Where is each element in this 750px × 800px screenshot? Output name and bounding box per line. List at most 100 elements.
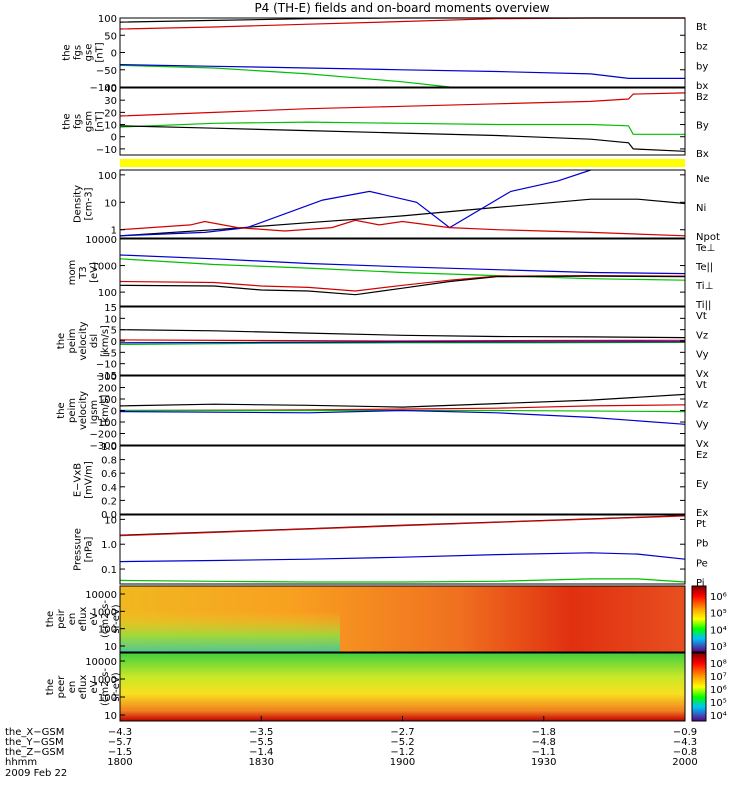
series-line-density-0 bbox=[119, 198, 686, 237]
y-axis-label-line: eflux bbox=[78, 607, 89, 632]
y-axis-label-peer-en-eflux: the peer en eflux eV (cm2-s-sr-eV) bbox=[45, 668, 122, 706]
legend-entry-peim-velocity-gsm: Vt bbox=[696, 380, 707, 391]
y-axis-label-line: the bbox=[56, 333, 67, 349]
y-axis-label-line: the bbox=[45, 611, 56, 627]
y-axis-label-fgs-gsm: the fgs gsm [nT] bbox=[62, 111, 106, 132]
y-axis-label-line: sr-eV) bbox=[111, 672, 122, 701]
y-axis-label-line: sr-eV) bbox=[111, 604, 122, 633]
y-axis-label-line: mom bbox=[67, 260, 78, 286]
legend-entry-density: Ni bbox=[696, 203, 706, 214]
y-tick-label-peer-en-eflux: 100 bbox=[98, 693, 117, 704]
x-tick-label: −5.7 bbox=[108, 737, 132, 748]
series-line-fgs-gsm-2 bbox=[119, 125, 686, 152]
y-tick-label-peir-en-eflux: 10000 bbox=[85, 590, 117, 601]
legend-entry-pressure: Pb bbox=[696, 539, 708, 550]
legend-entry-fgs-gsm: Bx bbox=[696, 149, 709, 160]
y-tick-label-pressure: 1.0 bbox=[101, 540, 117, 551]
x-tick-label: −2.7 bbox=[390, 727, 414, 738]
x-axis-date: 2009 Feb 22 bbox=[5, 768, 67, 779]
y-axis-label-line: [nPa] bbox=[84, 536, 95, 562]
spectrogram-low-energy-peir-en-eflux bbox=[120, 611, 340, 652]
y-axis-label-line: E−VxB bbox=[73, 463, 84, 497]
y-tick-label-peer-en-eflux: 10 bbox=[104, 711, 117, 722]
y-tick-label-peim-velocity-dsl: 0 bbox=[111, 337, 117, 348]
y-tick-label-fgs-gsm: 30 bbox=[104, 96, 117, 107]
y-axis-label-line: Density bbox=[73, 185, 84, 223]
y-axis-label-line: the bbox=[56, 402, 67, 418]
y-tick-label-fgs-gse: 0 bbox=[111, 49, 117, 60]
legend-entry-density: Ne bbox=[696, 174, 710, 185]
legend-entry-temperature: Te⊥ bbox=[695, 243, 715, 254]
series-line-peim-velocity-gsm-0 bbox=[119, 393, 686, 408]
series-line-peim-velocity-gsm-3 bbox=[119, 409, 686, 425]
x-tick-label: −4.3 bbox=[108, 727, 132, 738]
y-axis-label-line: gse bbox=[84, 44, 95, 62]
series-line-fgs-gsm-0 bbox=[119, 92, 686, 117]
y-axis-label-line: peer bbox=[56, 675, 67, 699]
y-tick-label-peim-velocity-dsl: 10 bbox=[104, 314, 117, 325]
y-tick-label-fgs-gsm: 20 bbox=[104, 108, 117, 119]
y-tick-label-peim-velocity-gsm: −300 bbox=[90, 441, 117, 452]
y-axis-label-line: peim bbox=[67, 328, 78, 353]
series-line-fgs-gse-3 bbox=[119, 64, 685, 80]
y-axis-label-line: eflux bbox=[78, 675, 89, 700]
colorbar-label-peir-en-eflux: 10⁴ bbox=[710, 625, 727, 636]
y-tick-label-peim-velocity-dsl: −10 bbox=[96, 360, 117, 371]
legend-entry-efield: Ey bbox=[696, 479, 708, 490]
y-tick-label-density: 100 bbox=[98, 171, 117, 182]
x-tick-label: −1.1 bbox=[532, 747, 556, 758]
series-line-pressure-3 bbox=[119, 578, 686, 583]
y-tick-label-peim-velocity-gsm: 0 bbox=[111, 407, 117, 418]
legend-entry-fgs-gsm: Bz bbox=[696, 92, 708, 103]
y-axis-label-line: Pressure bbox=[73, 528, 84, 571]
spectrogram-frame-peir-en-eflux bbox=[119, 585, 686, 653]
series-line-fgs-gse-2 bbox=[119, 64, 450, 88]
y-axis-label-peim-velocity-gsm: the peim velocity gsm [km/s] bbox=[56, 391, 111, 430]
colorbar-label-peer-en-eflux: 10⁸ bbox=[710, 659, 727, 670]
y-axis-label-line: the bbox=[62, 113, 73, 129]
y-axis-label-line: [cm-3] bbox=[84, 187, 95, 220]
panel-frame-density bbox=[119, 169, 686, 239]
y-tick-label-peim-velocity-gsm: 200 bbox=[98, 384, 117, 395]
y-axis-label-line: velocity bbox=[78, 391, 89, 430]
y-axis-label-line: en bbox=[67, 681, 78, 694]
y-axis-label-line: [eV] bbox=[89, 262, 100, 283]
legend-entry-efield: Ez bbox=[696, 450, 708, 461]
y-axis-label-line: fgs bbox=[73, 45, 84, 60]
legend-entry-temperature: Ti⊥ bbox=[695, 281, 713, 292]
y-tick-label-efield: 0.2 bbox=[101, 496, 117, 507]
x-tick-label: 1930 bbox=[531, 757, 556, 768]
y-axis-label-temperature: mom T3 [eV] bbox=[67, 260, 100, 286]
y-axis-label-line: eV bbox=[89, 612, 100, 625]
y-tick-label-peim-velocity-gsm: −100 bbox=[90, 418, 117, 429]
series-line-temperature-1 bbox=[119, 258, 686, 281]
y-tick-label-peer-en-eflux: 10000 bbox=[85, 657, 117, 668]
series-line-temperature-0 bbox=[119, 254, 686, 275]
y-tick-label-fgs-gsm: 40 bbox=[104, 84, 117, 95]
series-line-density-2 bbox=[119, 219, 686, 237]
panel-frame-pressure bbox=[119, 514, 686, 585]
y-axis-label-pressure: Pressure [nPa] bbox=[73, 528, 95, 571]
y-axis-label-line: peir bbox=[56, 608, 67, 628]
series-line-fgs-gsm-1 bbox=[119, 121, 685, 135]
y-axis-label-peir-en-eflux: the peir en eflux eV (cm2-s-sr-eV) bbox=[45, 600, 122, 638]
colorbar-peir-en-eflux bbox=[691, 585, 707, 653]
y-axis-label-line: the bbox=[45, 679, 56, 695]
y-axis-label-line: gsm bbox=[84, 111, 95, 132]
x-tick-label: 1900 bbox=[390, 757, 415, 768]
y-axis-label-line: (cm2-s- bbox=[100, 668, 111, 706]
x-tick-label: 2000 bbox=[672, 757, 697, 768]
y-tick-label-peim-velocity-dsl: 5 bbox=[111, 326, 117, 337]
series-line-fgs-gse-1 bbox=[119, 17, 685, 30]
y-tick-label-fgs-gsm: −10 bbox=[96, 145, 117, 156]
series-line-peim-velocity-dsl-1 bbox=[119, 339, 686, 342]
colorbar-label-peer-en-eflux: 10⁵ bbox=[710, 698, 727, 709]
y-tick-label-fgs-gse: 100 bbox=[98, 14, 117, 25]
y-tick-label-pressure: 0.1 bbox=[101, 565, 117, 576]
spectrogram-fill-peer-en-eflux bbox=[120, 653, 685, 721]
legend-entry-peim-velocity-dsl: Vx bbox=[696, 369, 709, 380]
legend-entry-fgs-gse: Bt bbox=[696, 22, 707, 33]
colorbar-label-peer-en-eflux: 10⁷ bbox=[710, 672, 727, 683]
y-axis-label-line: [km/s] bbox=[100, 325, 111, 357]
